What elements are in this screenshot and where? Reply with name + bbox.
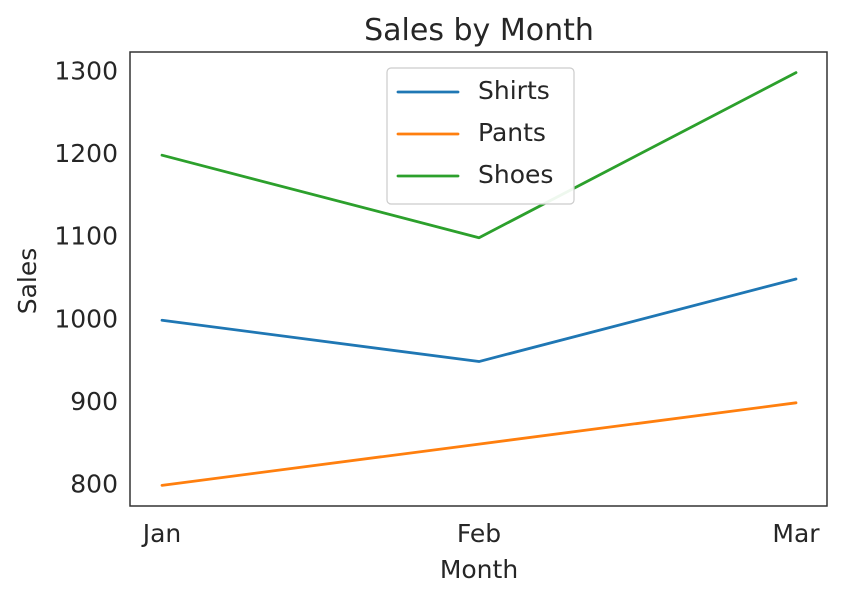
x-tick-label-feb: Feb — [457, 519, 501, 548]
y-axis-label: Sales — [13, 248, 42, 315]
y-axis-ticks: 800 900 1000 1100 1200 1300 — [54, 57, 118, 499]
y-tick-label-900: 900 — [70, 387, 118, 416]
x-tick-label-jan: Jan — [141, 519, 182, 548]
y-tick-label-1300: 1300 — [54, 57, 118, 86]
legend-label-pants: Pants — [478, 118, 546, 147]
legend: Shirts Pants Shoes — [387, 68, 574, 204]
x-axis-ticks: Jan Feb Mar — [141, 519, 821, 548]
y-tick-label-1000: 1000 — [54, 304, 118, 333]
y-tick-label-1100: 1100 — [54, 222, 118, 251]
y-tick-label-800: 800 — [70, 469, 118, 498]
legend-label-shirts: Shirts — [478, 76, 550, 105]
x-axis-label: Month — [440, 555, 518, 584]
y-tick-label-1200: 1200 — [54, 139, 118, 168]
chart-title: Sales by Month — [364, 13, 594, 48]
legend-label-shoes: Shoes — [478, 160, 553, 189]
x-tick-label-mar: Mar — [772, 519, 820, 548]
